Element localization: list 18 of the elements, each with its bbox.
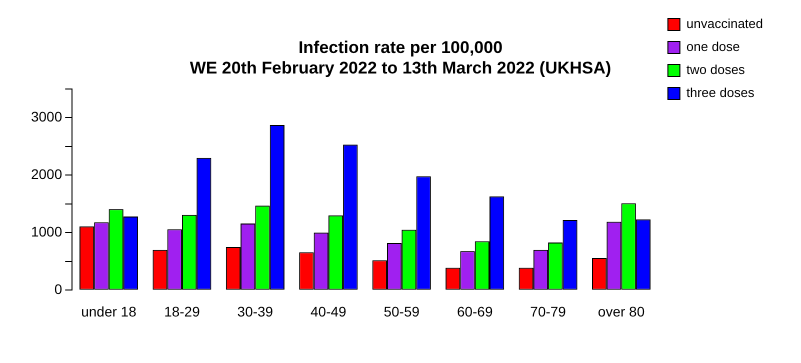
x-tick-label: 60-69 (456, 303, 493, 320)
text: Infection rate per 100,000 (298, 38, 503, 57)
legend-label: three doses (686, 85, 755, 100)
legend-label: unvaccinated (686, 16, 764, 32)
text: WE 20th February 2022 to 13th March 2022 (UKHSA) (190, 58, 612, 78)
x-tick-label: 30-39 (237, 303, 274, 320)
x-tick-label: 40-49 (310, 303, 347, 320)
legend-label: two doses (686, 62, 746, 78)
x-tick-label: over 80 (598, 303, 645, 320)
legend-label: one dose (686, 39, 740, 54)
y-tick-label: 0 (54, 281, 62, 298)
x-tick-label: 50-59 (384, 303, 420, 320)
x-tick-label: 70-79 (530, 303, 566, 320)
y-tick-label: 1000 (30, 224, 62, 240)
x-tick-label: 18-29 (164, 303, 200, 320)
x-tick-label: under 18 (81, 303, 137, 320)
y-tick-label: 3000 (30, 108, 62, 124)
y-tick-label: 2000 (30, 166, 62, 182)
